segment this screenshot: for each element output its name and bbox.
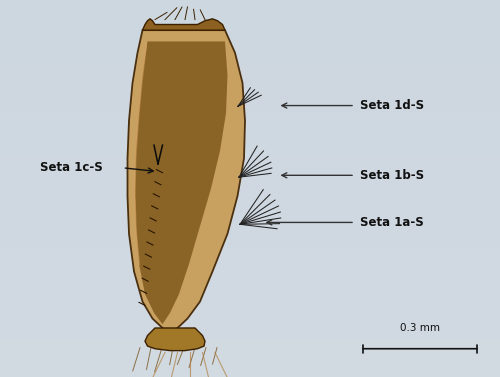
Polygon shape [145, 328, 205, 351]
Polygon shape [142, 19, 225, 30]
Text: Seta 1b-S: Seta 1b-S [360, 169, 424, 182]
Text: 0.3 mm: 0.3 mm [400, 323, 440, 333]
Text: Seta 1d-S: Seta 1d-S [360, 99, 424, 112]
Polygon shape [135, 41, 228, 324]
Polygon shape [128, 30, 245, 332]
Text: Seta 1a-S: Seta 1a-S [360, 216, 424, 229]
Text: Seta 1c-S: Seta 1c-S [40, 161, 103, 174]
